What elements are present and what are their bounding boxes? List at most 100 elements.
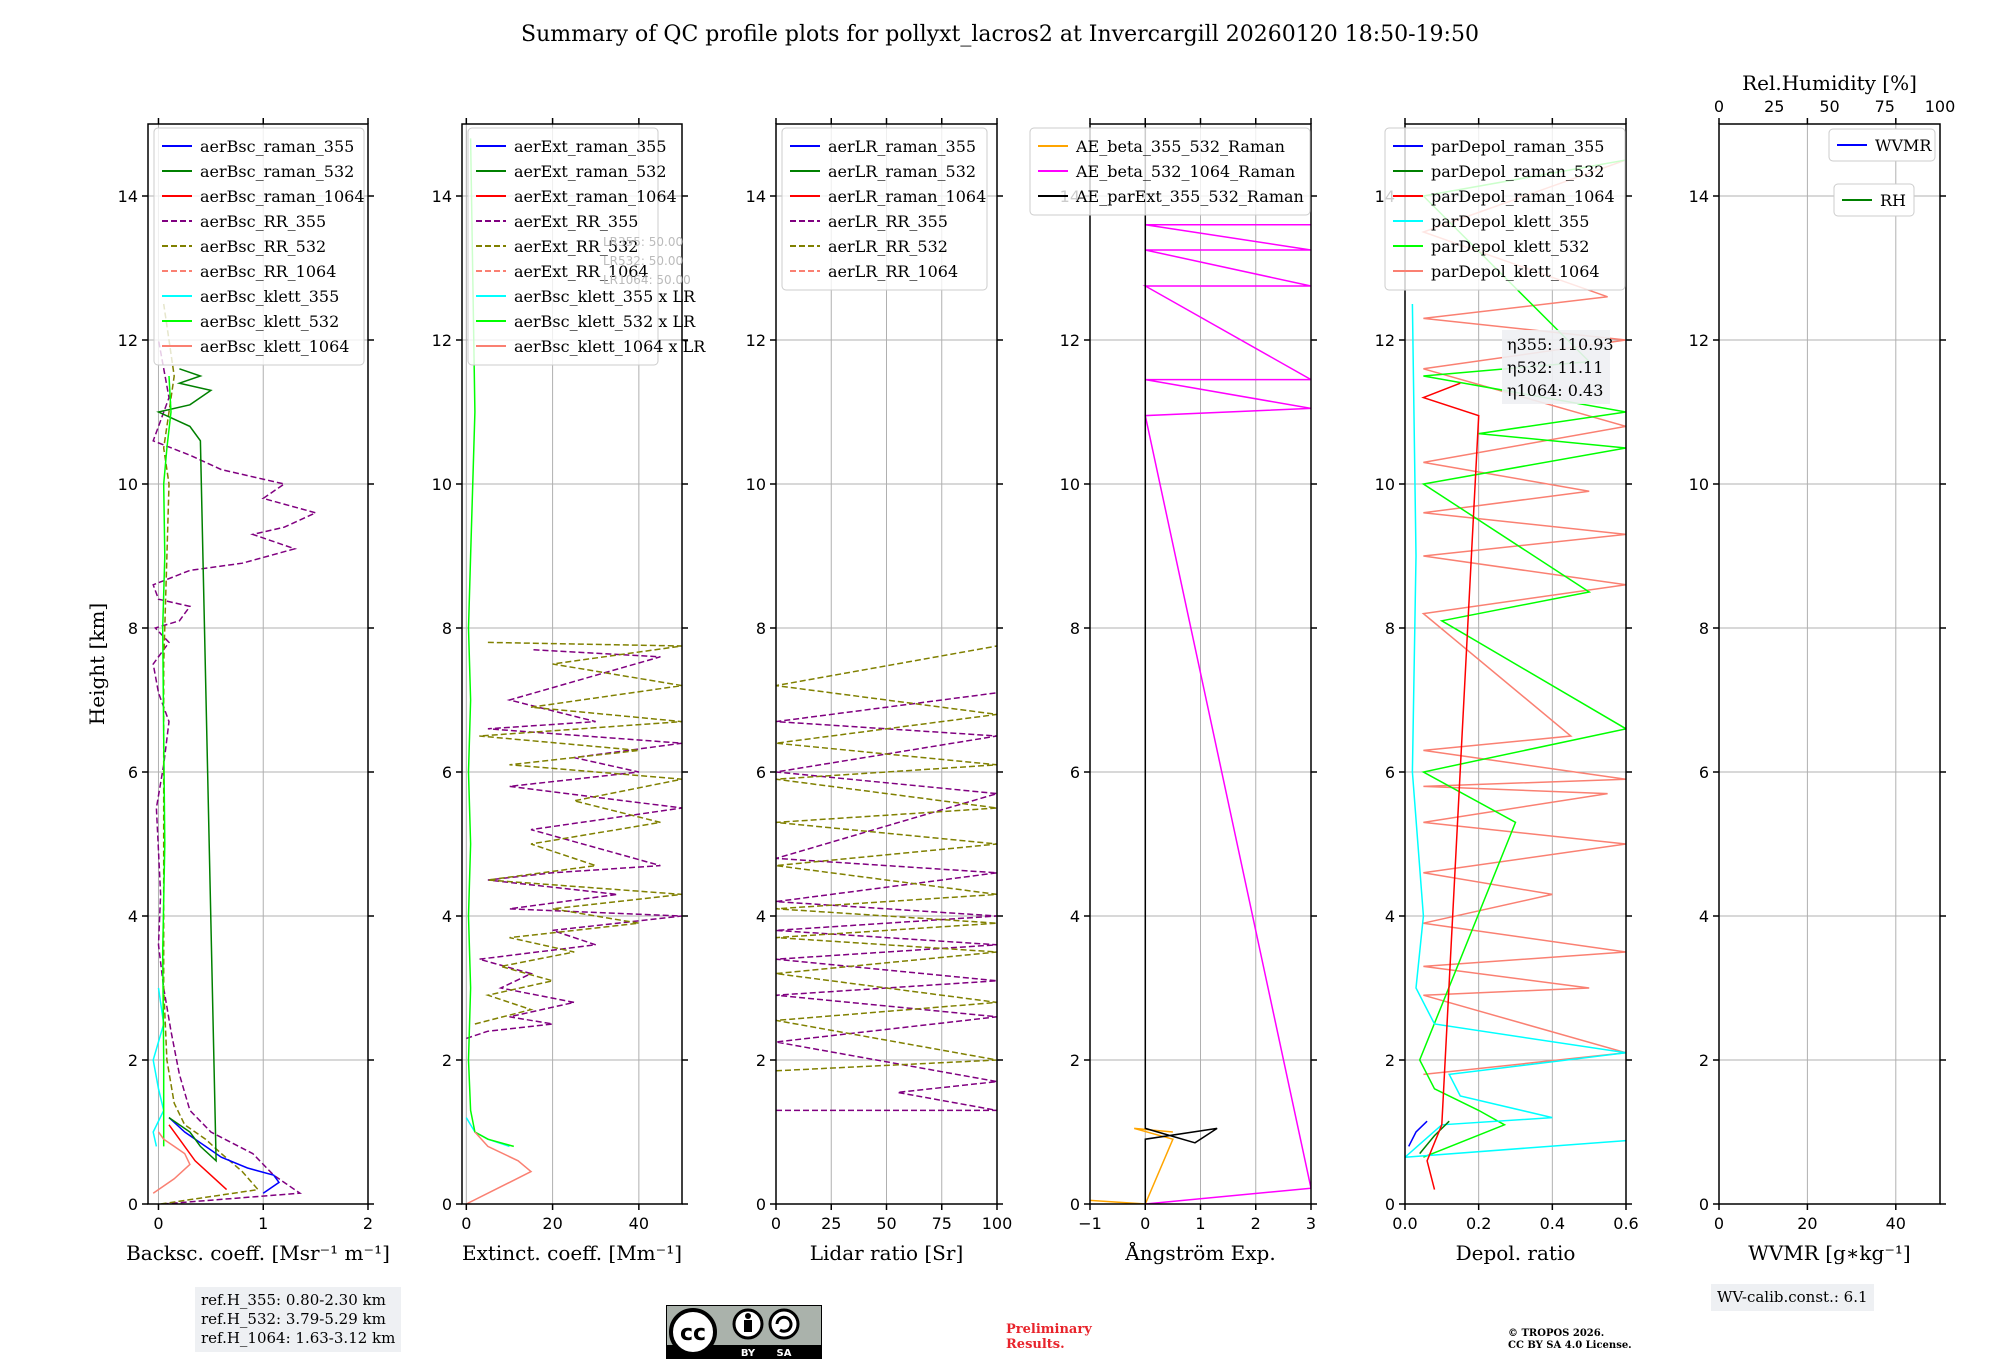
ytick-label: 2 — [442, 1051, 452, 1070]
xtick-label: 1 — [258, 1214, 268, 1233]
legend-frame — [781, 127, 988, 291]
ref-h-532: ref.H_532: 3.79-5.29 km — [201, 1310, 386, 1328]
legend-label: aerExt_RR_1064 — [514, 262, 649, 281]
ytick-label: 4 — [128, 907, 138, 926]
xtick-label: 0 — [1140, 1214, 1150, 1233]
legend: AE_beta_355_532_Raman AE_beta_532_1064_Ra… — [1029, 127, 1311, 216]
ytick-label: 6 — [1385, 763, 1395, 782]
legend-label: aerLR_RR_1064 — [828, 262, 958, 281]
series-aerBsc_RR_355 — [152, 339, 318, 1204]
legend-label: aerBsc_klett_532 x LR — [514, 312, 696, 331]
xtick-label: 20 — [1797, 1214, 1817, 1233]
series-aerBsc_raman_355 — [168, 1117, 281, 1194]
legend: aerBsc_raman_355 aerBsc_raman_532 aerBsc_r… — [153, 127, 365, 366]
ytick-label: 2 — [128, 1051, 138, 1070]
series-parDepol_raman_1064 — [1421, 382, 1480, 1190]
series-aerExt_RR_355 — [466, 648, 682, 1040]
eta-value: η532: 11.11 — [1507, 358, 1603, 377]
ytick-label: 12 — [746, 331, 766, 350]
series-aerLR_RR_355 — [776, 692, 997, 1112]
ytick-label: 6 — [1699, 763, 1709, 782]
legend-label: parDepol_klett_1064 — [1431, 262, 1600, 281]
legend-label: aerLR_raman_1064 — [828, 187, 986, 206]
xtick-label: 40 — [1886, 1214, 1906, 1233]
axes-frame — [1718, 123, 1941, 1205]
ytick-label: 0 — [1385, 1195, 1395, 1214]
xtick-label: 2 — [1251, 1214, 1261, 1233]
cc-by-label: BY — [741, 1348, 756, 1359]
series-parDepol_raman_532 — [1419, 1120, 1450, 1155]
top-xaxis-label: Rel.Humidity [%] — [1742, 71, 1917, 95]
xtick-label: 0 — [771, 1214, 781, 1233]
ytick-label: 0 — [128, 1195, 138, 1214]
legend-label: parDepol_raman_355 — [1431, 137, 1604, 156]
legend-label: aerLR_raman_355 — [828, 137, 976, 156]
ytick-label: 6 — [128, 763, 138, 782]
ytick-label: 2 — [756, 1051, 766, 1070]
axes-frame — [147, 123, 369, 1205]
eta-value: η1064: 0.43 — [1507, 381, 1603, 400]
series-aerBsc_RR_532 — [160, 303, 260, 1204]
ytick-label: 4 — [1070, 907, 1080, 926]
xtick-label: 20 — [542, 1214, 562, 1233]
series-parDepol_raman_355 — [1408, 1120, 1428, 1147]
legend: aerLR_raman_355 aerLR_raman_532 aerLR_rama… — [781, 127, 988, 291]
top-xtick-label: 25 — [1764, 97, 1784, 116]
ytick-label: 6 — [756, 763, 766, 782]
ytick-label: 12 — [1375, 331, 1395, 350]
axes-frame — [461, 123, 683, 1205]
legend-label: aerBsc_klett_1064 — [200, 337, 349, 356]
legend-WVMR: WVMR — [1828, 128, 1936, 162]
ytick-label: 8 — [128, 619, 138, 638]
wv-calib-const: WV-calib.const.: 6.1 — [1717, 1288, 1868, 1306]
ytick-label: 14 — [1689, 187, 1709, 206]
ytick-label: 12 — [1060, 331, 1080, 350]
series-AE_beta_532_1064_Raman — [1142, 224, 1311, 1204]
legend-label: AE_beta_355_532_Raman — [1075, 137, 1285, 156]
top-xtick-label: 75 — [1875, 97, 1895, 116]
series-aerBsc_klett_1064 — [152, 1131, 191, 1194]
preliminary-line2: Results. — [1006, 1337, 1065, 1352]
ytick-label: 10 — [1375, 475, 1395, 494]
series-parDepol_klett_532 — [1418, 159, 1626, 1158]
xtick-label: −1 — [1078, 1214, 1102, 1233]
series-AE_parExt_355_532_Raman — [1144, 124, 1218, 1204]
series-group — [465, 138, 682, 1204]
legend-label: aerExt_RR_532 — [514, 237, 638, 256]
legend-label: aerLR_RR_532 — [828, 237, 948, 256]
panel-wvmr: 0 2 4 6 8 10 12 14 0 20 40 WVMR [g∗kg⁻¹] 0 25 50 75 100 R… — [1689, 71, 1956, 1265]
ytick-label: 2 — [1385, 1051, 1395, 1070]
svg-text:cc: cc — [680, 1321, 706, 1346]
xaxis-label: Ångström Exp. — [1124, 1240, 1275, 1265]
ytick-label: 4 — [1699, 907, 1709, 926]
top-xtick-label: 50 — [1819, 97, 1839, 116]
legend-frame — [1029, 127, 1311, 216]
legend-label: aerBsc_klett_1064 x LR — [514, 337, 706, 356]
xtick-label: 0 — [461, 1214, 471, 1233]
legend-frame — [1833, 183, 1915, 217]
series-group — [152, 303, 318, 1204]
ytick-label: 4 — [756, 907, 766, 926]
cc-license-badge: cc BY SA — [666, 1305, 822, 1359]
legend-label: aerBsc_RR_1064 — [200, 262, 336, 281]
series-group — [776, 645, 997, 1112]
ytick-label: 8 — [1070, 619, 1080, 638]
series-aerLR_RR_532 — [776, 645, 997, 1072]
wv-calib-box: WV-calib.const.: 6.1 — [1711, 1284, 1874, 1311]
ytick-label: 4 — [442, 907, 452, 926]
legend-label: aerBsc_klett_355 — [200, 287, 339, 306]
legend-label: aerExt_raman_532 — [514, 162, 667, 181]
lr-annotation: LR355: 50.00 — [603, 235, 683, 249]
legend-label: WVMR — [1875, 136, 1932, 155]
cc-sa-label: SA — [777, 1348, 792, 1359]
series-aerExt_RR_532 — [474, 641, 682, 1025]
xtick-label: 0.0 — [1392, 1214, 1417, 1233]
preliminary-note: Preliminary Results. — [1006, 1322, 1092, 1352]
xtick-label: 0.2 — [1466, 1214, 1491, 1233]
legend-label: aerBsc_raman_1064 — [200, 187, 365, 206]
top-xtick-label: 100 — [1925, 97, 1956, 116]
